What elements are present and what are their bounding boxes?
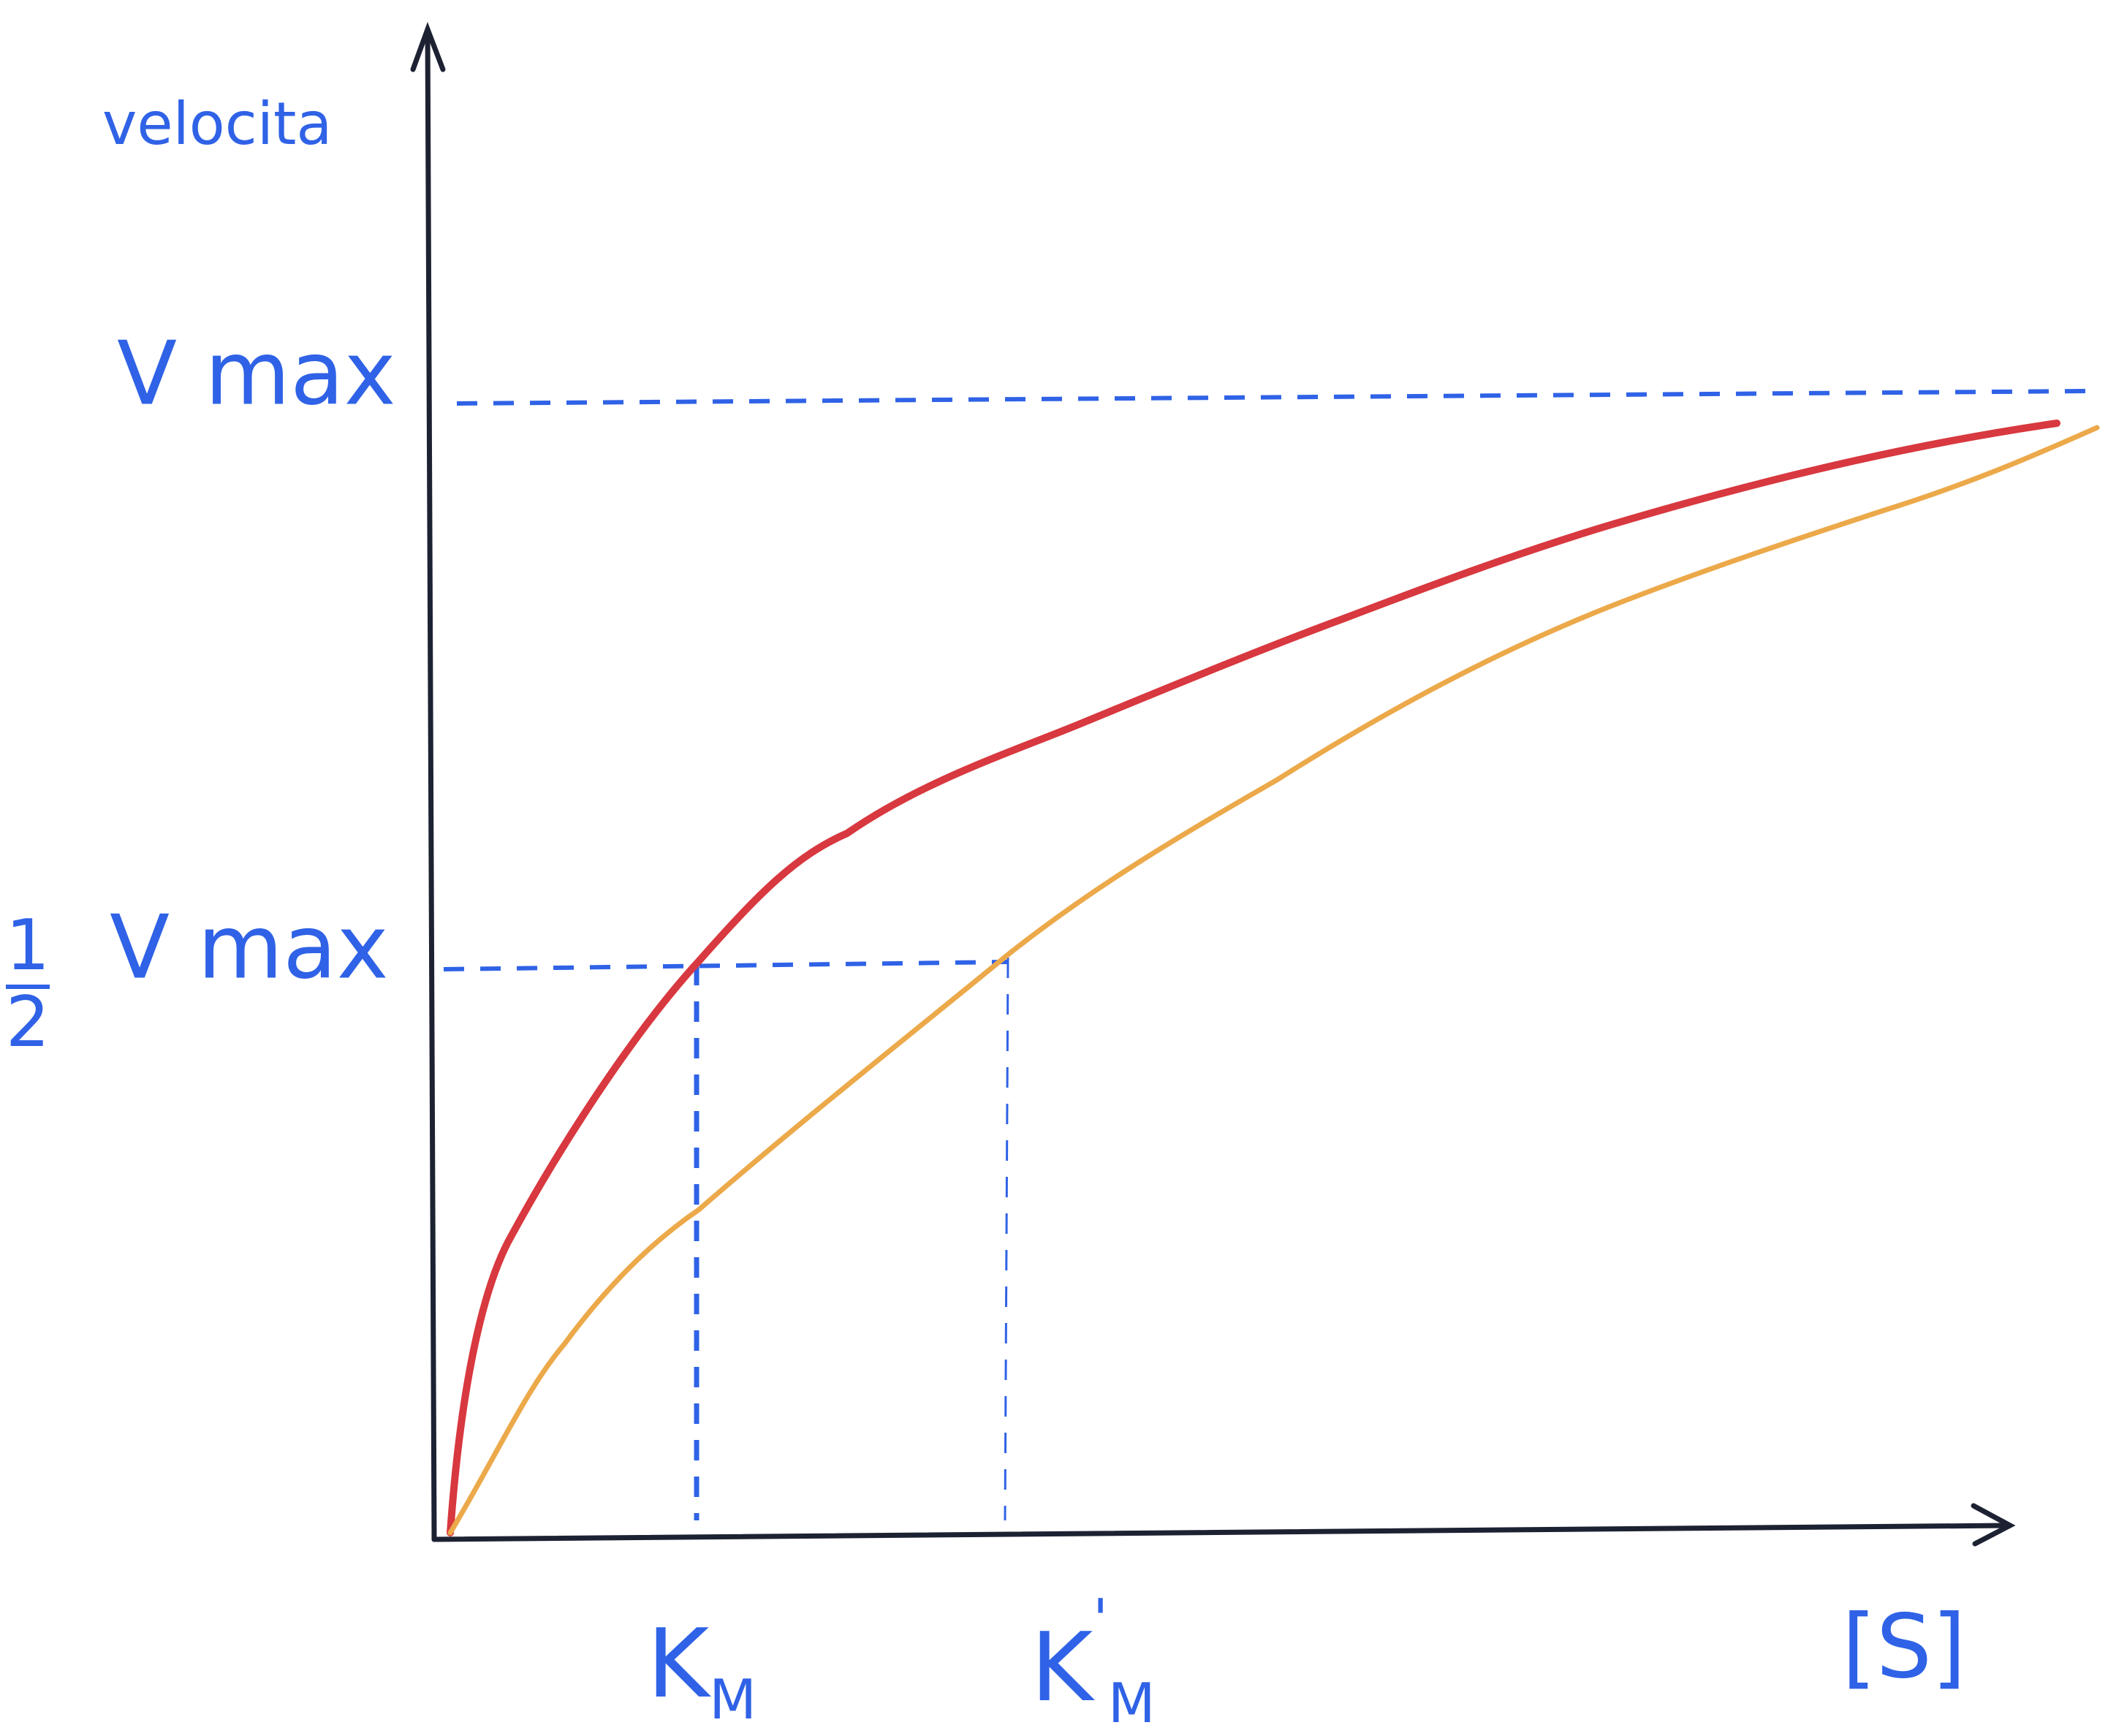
background [0,0,2108,1736]
fraction-denominator: 2 [6,982,50,1063]
km-base: K [647,1608,711,1719]
vmax-label: V max [117,324,396,425]
km-sub: M [709,1667,757,1732]
km-prime-sub: M [1108,1671,1156,1735]
y-axis-label: velocita [102,90,332,158]
km-prime-base: K [1031,1612,1095,1723]
km-prime-mark: ' [1093,1587,1108,1651]
diagram: velocita V max 1 2 V max KM K'M [S] [0,0,2108,1736]
fraction-numerator: 1 [6,906,50,986]
half-vmax-label: V max [110,898,389,999]
x-axis-label: [S] [1842,1597,1966,1699]
